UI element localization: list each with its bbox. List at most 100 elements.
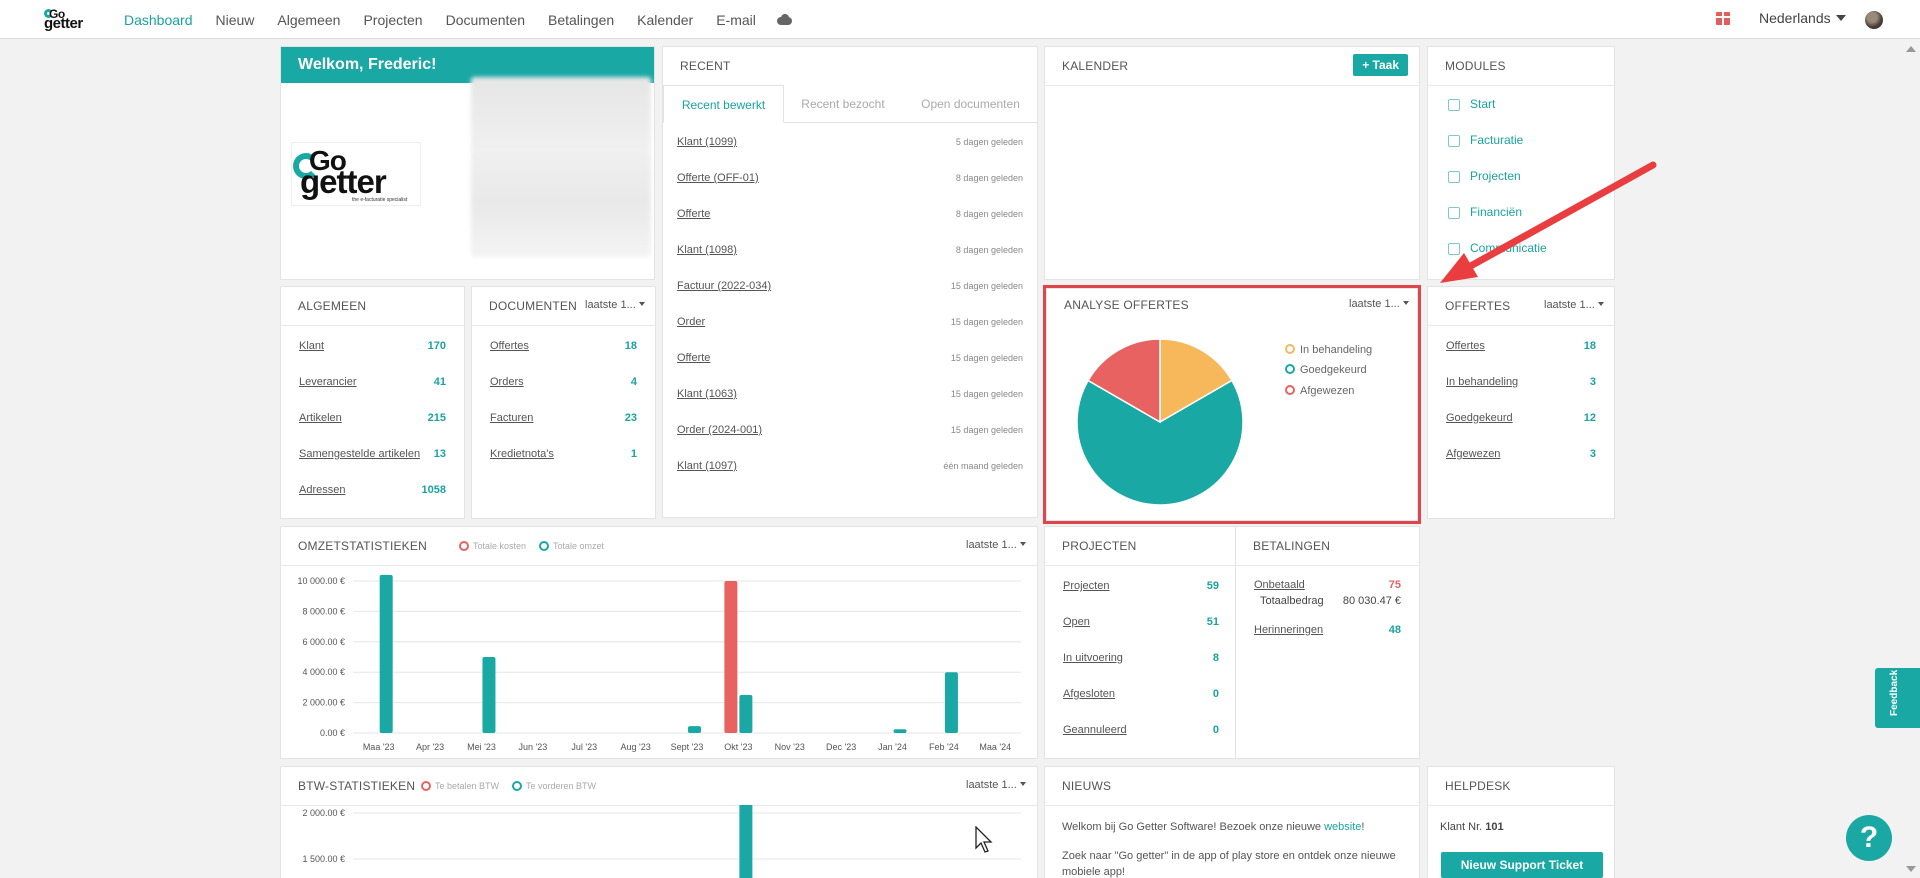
recent-item[interactable]: Offerte 8 dagen geleden	[677, 208, 1023, 224]
stat-row-artikelen[interactable]: Artikelen 215	[299, 412, 446, 430]
nav-dashboard[interactable]: Dashboard	[124, 11, 193, 28]
recent-item-label[interactable]: Offerte	[677, 352, 711, 364]
recent-item[interactable]: Klant (1099) 5 dagen geleden	[677, 136, 1023, 152]
recent-item[interactable]: Factuur (2022-034) 15 dagen geleden	[677, 280, 1023, 296]
legend-totale-kosten[interactable]: Totale kosten	[459, 541, 526, 551]
stat-label[interactable]: Onbetaald	[1254, 579, 1305, 591]
recent-item-label[interactable]: Offerte (OFF-01)	[677, 172, 759, 184]
app-logo[interactable]: Go getter	[44, 7, 100, 32]
bar-totale-omzet[interactable]	[739, 695, 753, 733]
recent-item-label[interactable]: Klant (1097)	[677, 460, 737, 472]
legend-goedgekeurd[interactable]: Goedgekeurd	[1285, 364, 1367, 376]
stat-label[interactable]: Offertes	[490, 340, 529, 352]
stat-row-klant[interactable]: Klant 170	[299, 340, 446, 358]
recent-item[interactable]: Offerte (OFF-01) 8 dagen geleden	[677, 172, 1023, 188]
recent-item-label[interactable]: Factuur (2022-034)	[677, 280, 772, 292]
feedback-tab[interactable]: Feedback	[1875, 668, 1920, 728]
add-task-button[interactable]: + Taak	[1353, 54, 1408, 76]
nav-betalingen[interactable]: Betalingen	[548, 11, 615, 28]
stat-label[interactable]: Leverancier	[299, 376, 357, 388]
nav-projecten[interactable]: Projecten	[363, 11, 423, 28]
stat-label[interactable]: Geannuleerd	[1063, 724, 1127, 736]
recent-item[interactable]: Order 15 dagen geleden	[677, 316, 1023, 332]
btw-period-select[interactable]: laatste 1...	[966, 779, 1026, 791]
legend-te-betalen-btw[interactable]: Te betalen BTW	[421, 781, 499, 791]
stat-label[interactable]: Offertes	[1446, 340, 1485, 352]
bar-totale-kosten[interactable]	[724, 581, 738, 733]
stat-row-goedgekeurd[interactable]: Goedgekeurd 12	[1446, 412, 1596, 430]
nav-nieuw[interactable]: Nieuw	[215, 11, 255, 28]
stat-row-kredietnotas[interactable]: Kredietnota's 1	[490, 448, 637, 466]
legend-te-vorderen-btw[interactable]: Te vorderen BTW	[512, 781, 596, 791]
stat-row-adressen[interactable]: Adressen 1058	[299, 484, 446, 502]
pie-slice-in-behandeling[interactable]	[1159, 338, 1233, 424]
stat-row-facturen[interactable]: Facturen 23	[490, 412, 637, 430]
stat-label[interactable]: Goedgekeurd	[1446, 412, 1513, 424]
stat-label[interactable]: Kredietnota's	[490, 448, 554, 460]
bar-te-vorderen-btw[interactable]	[739, 805, 753, 878]
recent-item-label[interactable]: Order (2024-001)	[677, 424, 762, 436]
recent-item-label[interactable]: Klant (1063)	[677, 388, 737, 400]
pie-slice-afgewezen[interactable]	[1087, 338, 1161, 424]
pie-slice-goedgekeurd[interactable]	[1076, 379, 1244, 506]
stat-label[interactable]: Adressen	[299, 484, 346, 496]
recent-item-label[interactable]: Klant (1098)	[677, 244, 737, 256]
stat-row-afgewezen[interactable]: Afgewezen 3	[1446, 448, 1596, 466]
stat-label[interactable]: Afgewezen	[1446, 448, 1501, 460]
help-button[interactable]: ?	[1846, 815, 1892, 861]
stat-row-afgesloten[interactable]: Afgesloten 0	[1063, 688, 1219, 706]
stat-label[interactable]: Herinneringen	[1254, 624, 1324, 636]
website-link[interactable]: website	[1324, 821, 1362, 833]
recent-item-label[interactable]: Order	[677, 316, 706, 328]
stat-row-open[interactable]: Open 51	[1063, 616, 1219, 634]
nav-algemeen[interactable]: Algemeen	[277, 11, 341, 28]
legend-afgewezen[interactable]: Afgewezen	[1285, 385, 1354, 397]
tab-open-documenten[interactable]: Open documenten	[921, 97, 1020, 111]
stat-label[interactable]: Orders	[490, 376, 524, 388]
gift-icon[interactable]	[1716, 12, 1730, 25]
tab-recent-bezocht[interactable]: Recent bezocht	[801, 97, 885, 111]
stat-row-orders[interactable]: Orders 4	[490, 376, 637, 394]
recent-item[interactable]: Klant (1098) 8 dagen geleden	[677, 244, 1023, 260]
nav-email[interactable]: E-mail	[716, 11, 756, 28]
user-avatar[interactable]	[1865, 11, 1883, 29]
scroll-up-icon[interactable]	[1906, 46, 1916, 52]
stat-label[interactable]: Klant	[299, 340, 325, 352]
stat-row-in-uitvoering[interactable]: In uitvoering 8	[1063, 652, 1219, 670]
stat-label[interactable]: Open	[1063, 616, 1090, 628]
documenten-period-select[interactable]: laatste 1...	[585, 299, 645, 311]
stat-row-herinneringen[interactable]: Herinneringen 48	[1254, 624, 1401, 642]
bar-totale-omzet[interactable]	[688, 726, 701, 733]
stat-row-projecten[interactable]: Projecten 59	[1063, 580, 1219, 598]
stat-row-leverancier[interactable]: Leverancier 41	[299, 376, 446, 394]
legend-totale-omzet[interactable]: Totale omzet	[539, 541, 604, 551]
recent-item[interactable]: Klant (1097) één maand geleden	[677, 460, 1023, 476]
stat-row-onbetaald[interactable]: Onbetaald 75	[1254, 579, 1401, 597]
analyse-period-select[interactable]: laatste 1...	[1349, 298, 1409, 310]
recent-item[interactable]: Order (2024-001) 15 dagen geleden	[677, 424, 1023, 440]
stat-label[interactable]: Afgesloten	[1063, 688, 1115, 700]
bar-totale-omzet[interactable]	[379, 574, 393, 733]
bar-totale-omzet[interactable]	[944, 672, 958, 733]
bar-totale-omzet[interactable]	[482, 657, 496, 733]
stat-label[interactable]: Facturen	[490, 412, 534, 424]
recent-item-label[interactable]: Offerte	[677, 208, 711, 220]
stat-row-geannuleerd[interactable]: Geannuleerd 0	[1063, 724, 1219, 742]
bar-totale-omzet[interactable]	[893, 729, 907, 733]
new-support-ticket-button[interactable]: Nieuw Support Ticket	[1441, 852, 1603, 878]
stat-row-in-behandeling[interactable]: In behandeling 3	[1446, 376, 1596, 394]
omzet-period-select[interactable]: laatste 1...	[966, 539, 1026, 551]
stat-row-offertes[interactable]: Offertes 18	[490, 340, 637, 358]
stat-row-samengestelde[interactable]: Samengestelde artikelen 13	[299, 448, 446, 466]
recent-item[interactable]: Klant (1063) 15 dagen geleden	[677, 388, 1023, 404]
stat-label[interactable]: Artikelen	[299, 412, 342, 424]
stat-label[interactable]: Samengestelde artikelen	[299, 448, 421, 460]
language-selector[interactable]: Nederlands	[1759, 10, 1846, 26]
legend-in-behandeling[interactable]: In behandeling	[1285, 344, 1372, 356]
cloud-icon[interactable]	[775, 13, 793, 26]
stat-label[interactable]: Projecten	[1063, 580, 1110, 592]
offertes-period-select[interactable]: laatste 1...	[1544, 299, 1604, 311]
recent-item[interactable]: Offerte 15 dagen geleden	[677, 352, 1023, 368]
scroll-down-icon[interactable]	[1906, 866, 1916, 872]
nav-documenten[interactable]: Documenten	[445, 11, 525, 28]
